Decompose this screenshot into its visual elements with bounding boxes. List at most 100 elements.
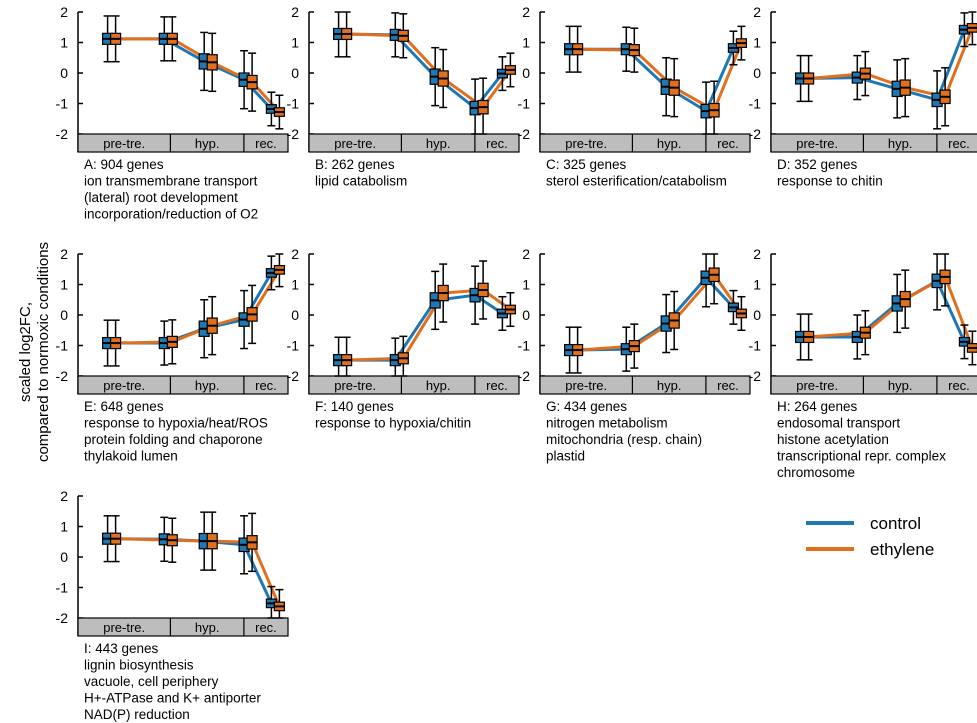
panel-caption-line: histone acetylation: [777, 432, 889, 447]
y-tick-label: -2: [56, 610, 69, 626]
y-tick-label: 2: [753, 4, 761, 20]
phase-label: rec.: [948, 378, 970, 393]
y-tick-label: -2: [518, 368, 531, 384]
phase-label: rec.: [255, 620, 277, 635]
phase-label: hyp.: [888, 378, 913, 393]
ethylene-line: [346, 288, 512, 362]
phase-label: hyp.: [195, 136, 220, 151]
y-tick-label: -2: [56, 126, 69, 142]
y-tick-label: 2: [522, 246, 530, 262]
panel-caption-line: A: 904 genes: [84, 157, 164, 172]
y-tick-label: -2: [749, 368, 762, 384]
y-tick-label: 1: [60, 35, 68, 51]
phase-label: rec.: [486, 136, 508, 151]
y-tick-label: 1: [60, 519, 68, 535]
phase-label: rec.: [948, 136, 970, 151]
y-tick-label: -1: [749, 96, 762, 112]
y-tick-label: -1: [518, 96, 531, 112]
phase-bar: [77, 133, 289, 153]
y-tick-label: -2: [518, 126, 531, 142]
y-tick-label: 0: [291, 307, 299, 323]
panel-caption-line: vacuole, cell periphery: [84, 674, 219, 689]
panel-caption-line: G: 434 genes: [546, 399, 627, 414]
y-tick-label: -1: [749, 338, 762, 354]
phase-bar: [77, 375, 289, 395]
control-line: [800, 278, 966, 343]
panel-G: 2 1 0 -1 -2 pre-tre. hyp. rec. G: 434 genes nitro…: [518, 246, 751, 464]
y-axis-label-line-1: scaled log2FC,: [17, 302, 34, 402]
phase-label: rec.: [255, 378, 277, 393]
y-tick-label: 2: [60, 488, 68, 504]
panel-caption-line: response to hypoxia/heat/ROS: [84, 416, 268, 431]
phase-label: hyp.: [426, 378, 451, 393]
y-tick-label: 0: [753, 65, 761, 81]
phase-bar: [308, 133, 520, 153]
y-axis-label-line-2: compared to normoxic conditions: [35, 242, 52, 462]
phase-bar: [539, 375, 751, 395]
phase-label: rec.: [717, 378, 739, 393]
panel-E: 2 1 0 -1 -2 pre-tre. hyp. rec. E: 648 genes respo…: [56, 246, 289, 464]
y-tick-label: 0: [522, 307, 530, 323]
phase-label: pre-tre.: [565, 378, 607, 393]
y-tick-label: -2: [56, 368, 69, 384]
panel-caption-line: endosomal transport: [777, 416, 900, 431]
y-axis-label: scaled log2FC, compared to normoxic cond…: [17, 242, 52, 462]
legend-control-label: control: [870, 514, 921, 533]
phase-label: hyp.: [426, 136, 451, 151]
panel-caption-line: (lateral) root development: [84, 190, 238, 205]
panel-caption-line: chromosome: [777, 465, 855, 480]
y-tick-label: 1: [522, 35, 530, 51]
y-tick-label: 2: [753, 246, 761, 262]
phase-label: rec.: [717, 136, 739, 151]
panel-caption-line: H+-ATPase and K+ antiporter: [84, 691, 261, 706]
y-tick-label: 1: [522, 277, 530, 293]
y-tick-label: -1: [287, 96, 300, 112]
phase-bar: [770, 133, 977, 153]
y-tick-label: 0: [753, 307, 761, 323]
y-tick-label: -1: [518, 338, 531, 354]
y-tick-label: -2: [287, 126, 300, 142]
panel-I: 2 1 0 -1 -2 pre-tre. hyp. rec. I: 443 genes ligni…: [56, 488, 289, 722]
panels: 2 1 0 -1 -2 pre-tre. hyp. rec. A: 904 genes ion t…: [56, 4, 977, 722]
ethylene-line: [115, 269, 281, 345]
y-tick-label: 2: [60, 246, 68, 262]
y-tick-label: -1: [287, 338, 300, 354]
y-tick-label: 2: [522, 4, 530, 20]
panel-caption-line: incorporation/reduction of O2: [84, 207, 258, 222]
phase-label: hyp.: [657, 136, 682, 151]
phase-label: pre-tre.: [334, 136, 376, 151]
panel-B: 2 1 0 -1 -2 pre-tre. hyp. rec. B: 262 genes lipid…: [287, 4, 520, 189]
phase-bar: [539, 133, 751, 153]
y-tick-label: -1: [56, 96, 69, 112]
panel-caption-line: plastid: [546, 449, 585, 464]
panel-caption-line: F: 140 genes: [315, 399, 394, 414]
panel-caption-line: protein folding and chaporone: [84, 432, 263, 447]
panel-H: 2 1 0 -1 -2 pre-tre. hyp. rec. H: 264 genes endos…: [749, 246, 977, 480]
panel-caption-line: response to hypoxia/chitin: [315, 416, 471, 431]
panel-caption-line: C: 325 genes: [546, 157, 627, 172]
y-tick-label: -2: [749, 126, 762, 142]
phase-label: hyp.: [888, 136, 913, 151]
y-tick-label: 1: [753, 35, 761, 51]
y-tick-label: 0: [522, 65, 530, 81]
legend: control ethylene: [806, 514, 934, 559]
phase-label: pre-tre.: [103, 620, 145, 635]
panel-caption-line: nitrogen metabolism: [546, 416, 668, 431]
panel-D: 2 1 0 -1 -2 pre-tre. hyp. rec. D: 352 genes respo…: [749, 4, 977, 189]
panel-caption-line: transcriptional repr. complex: [777, 449, 946, 464]
y-tick-label: 2: [291, 4, 299, 20]
y-tick-label: -2: [287, 368, 300, 384]
panel-caption-line: D: 352 genes: [777, 157, 858, 172]
panel-caption-line: B: 262 genes: [315, 157, 395, 172]
panel-caption-line: ion transmembrane transport: [84, 174, 258, 189]
phase-label: pre-tre.: [565, 136, 607, 151]
panel-caption-line: response to chitin: [777, 174, 883, 189]
panel-caption-line: I: 443 genes: [84, 641, 159, 656]
ethylene-line: [577, 272, 743, 352]
panel-A: 2 1 0 -1 -2 pre-tre. hyp. rec. A: 904 genes ion t…: [56, 4, 289, 222]
panel-caption-line: lignin biosynthesis: [84, 658, 194, 673]
control-line: [800, 29, 966, 102]
phase-bar: [77, 617, 289, 637]
y-tick-label: 0: [60, 65, 68, 81]
y-tick-label: 0: [60, 549, 68, 565]
